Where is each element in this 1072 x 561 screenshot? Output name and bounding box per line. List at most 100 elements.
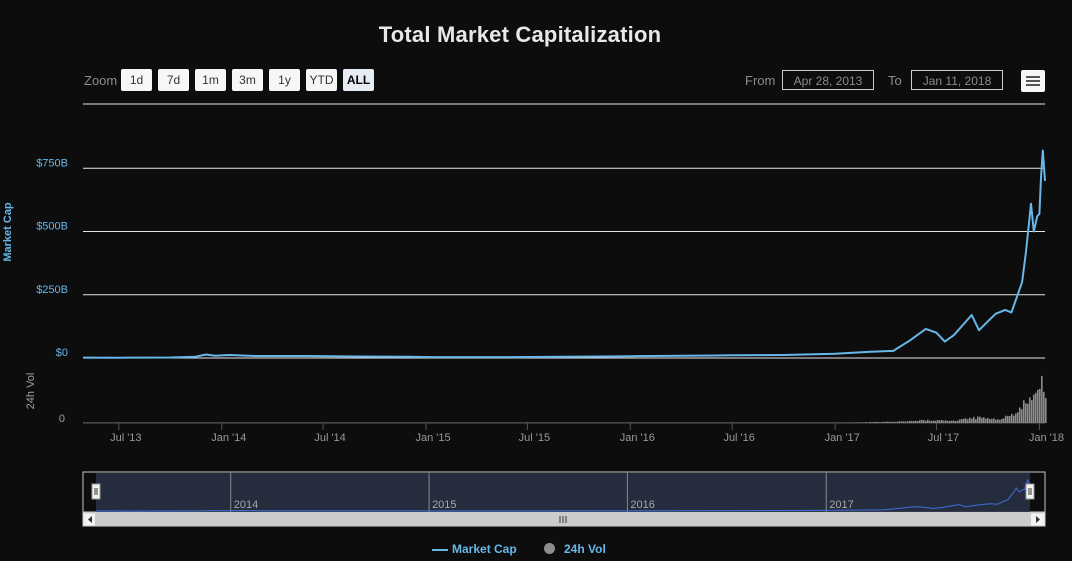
navigator-tick-label: 2016 (630, 499, 654, 511)
volume-bar (601, 422, 603, 423)
volume-bar (583, 422, 585, 423)
volume-bar (435, 422, 437, 423)
volume-bar (327, 422, 329, 423)
volume-bar (629, 422, 631, 423)
volume-bar (437, 422, 439, 423)
volume-bar (733, 422, 735, 423)
volume-bar (331, 422, 333, 423)
volume-bar (773, 422, 775, 423)
volume-bar (1039, 388, 1041, 423)
menu-icon-bar (1026, 76, 1040, 78)
volume-bar (503, 422, 505, 423)
zoom-all-button[interactable]: ALL (343, 69, 374, 91)
volume-bar (385, 422, 387, 423)
zoom-ytd-button[interactable]: YTD (306, 69, 337, 91)
volume-bar (323, 422, 325, 423)
volume-bar (325, 422, 327, 423)
volume-bar (253, 422, 255, 423)
volume-bar (333, 422, 335, 423)
volume-bar (459, 422, 461, 423)
volume-bar (277, 422, 279, 423)
volume-bar (693, 422, 695, 423)
volume-bar (523, 422, 525, 423)
volume-bar (827, 422, 829, 423)
volume-bar (941, 419, 943, 423)
volume-bar (187, 422, 189, 423)
volume-bar (651, 422, 653, 423)
volume-bar (125, 422, 127, 423)
volume-bar (193, 422, 195, 423)
volume-bar (231, 422, 233, 423)
volume-bar (141, 422, 143, 423)
volume-bar (373, 422, 375, 423)
volume-bar (897, 421, 899, 423)
volume-bar (731, 422, 733, 423)
volume-bar (925, 420, 927, 423)
from-date-input[interactable]: Apr 28, 2013 (782, 70, 874, 90)
volume-bar (975, 419, 977, 423)
volume-bar (617, 422, 619, 423)
volume-bar (681, 422, 683, 423)
volume-bar (345, 422, 347, 423)
volume-bar (439, 422, 441, 423)
navigator-mask (96, 473, 1030, 512)
volume-bar (1033, 394, 1035, 423)
volume-bar (995, 419, 997, 423)
volume-bar (767, 422, 769, 423)
volume-bar (203, 422, 205, 423)
chart-menu-button[interactable] (1021, 70, 1045, 92)
volume-bar (97, 422, 99, 423)
volume-bar (577, 422, 579, 423)
volume-bar (661, 422, 663, 423)
volume-bar (669, 422, 671, 423)
volume-bar (267, 422, 269, 423)
volume-bar (441, 422, 443, 423)
volume-bar (191, 422, 193, 423)
volume-bar (939, 420, 941, 423)
volume-bar (795, 422, 797, 423)
volume-bar (393, 422, 395, 423)
zoom-1y-button[interactable]: 1y (269, 69, 300, 91)
volume-bar (965, 418, 967, 423)
volume-bar (625, 422, 627, 423)
volume-bar (799, 422, 801, 423)
volume-bar (771, 422, 773, 423)
zoom-7d-button[interactable]: 7d (158, 69, 189, 91)
volume-bar (823, 422, 825, 423)
volume-bar (487, 422, 489, 423)
volume-bar (627, 422, 629, 423)
volume-bar (1041, 375, 1043, 423)
zoom-1d-button[interactable]: 1d (121, 69, 152, 91)
volume-bar (461, 422, 463, 423)
volume-bar (201, 422, 203, 423)
volume-bar (987, 417, 989, 423)
volume-bar (233, 422, 235, 423)
volume-bar (879, 422, 881, 423)
zoom-3m-button[interactable]: 3m (232, 69, 263, 91)
volume-bar (329, 422, 331, 423)
volume-bar (401, 422, 403, 423)
volume-bar (645, 422, 647, 423)
volume-bar (805, 422, 807, 423)
volume-bar (103, 422, 105, 423)
volume-bar (545, 422, 547, 423)
volume-bar (575, 422, 577, 423)
volume-bar (923, 420, 925, 423)
zoom-1m-button[interactable]: 1m (195, 69, 226, 91)
volume-bar (165, 422, 167, 423)
volume-bar (723, 422, 725, 423)
volume-bar (229, 422, 231, 423)
volume-bar (399, 422, 401, 423)
volume-bar (609, 422, 611, 423)
to-date-input[interactable]: Jan 11, 2018 (911, 70, 1003, 90)
volume-bar (483, 422, 485, 423)
volume-bar (797, 422, 799, 423)
volume-bar (1029, 397, 1031, 423)
volume-bar (413, 422, 415, 423)
volume-bar (381, 422, 383, 423)
volume-bar (445, 422, 447, 423)
volume-bar (781, 422, 783, 423)
volume-bar (443, 422, 445, 423)
volume-bar (867, 422, 869, 423)
volume-bar (643, 422, 645, 423)
